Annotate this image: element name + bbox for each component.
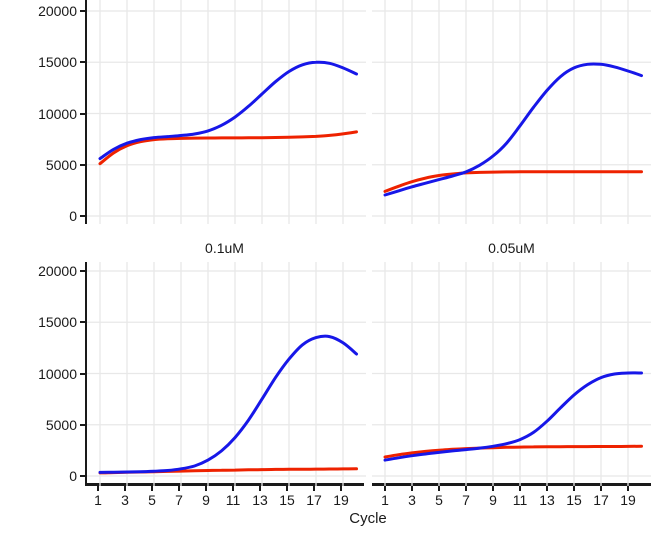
y-tick-mark: [80, 372, 85, 375]
x-tick-mark: [340, 486, 342, 491]
x-tick-mark: [259, 486, 261, 491]
x-tick-mark: [411, 486, 413, 491]
series-line-blue: [98, 60, 358, 161]
y-tick-label: 0: [69, 468, 77, 484]
x-tick-mark: [438, 486, 440, 491]
strip-label-0.1uM: 0.1uM: [205, 240, 244, 256]
x-tick-mark: [573, 486, 575, 491]
x-tick-mark: [286, 486, 288, 491]
series-line-red: [383, 444, 643, 459]
y-tick-mark: [80, 10, 85, 12]
series-line-blue: [383, 371, 643, 462]
panel-plot-area: [372, 262, 651, 486]
x-tick-label: 13: [252, 492, 268, 508]
y-tick-mark: [80, 215, 85, 217]
y-tick-mark: [80, 61, 85, 64]
y-tick-label: 5000: [45, 156, 77, 173]
x-tick-label: 17: [593, 492, 609, 508]
x-tick-label: 17: [306, 492, 322, 508]
x-tick-label: 19: [620, 492, 636, 508]
y-tick-mark: [80, 321, 85, 324]
x-tick-label: 19: [333, 492, 349, 508]
x-tick-mark: [178, 486, 180, 491]
x-axis-title: Cycle: [349, 510, 387, 527]
panel-plot-area: [372, 0, 651, 224]
x-tick-label: 1: [94, 492, 102, 508]
x-tick-mark: [124, 486, 126, 491]
x-tick-label: 3: [121, 492, 129, 508]
x-tick-mark: [205, 486, 207, 491]
y-tick-mark: [80, 270, 85, 272]
series-line-red: [383, 170, 643, 193]
panel-plot-area: [87, 0, 366, 224]
x-tick-label: 7: [462, 492, 470, 508]
x-tick-label: 9: [489, 492, 497, 508]
series-line-red: [98, 130, 358, 166]
x-tick-mark: [546, 486, 548, 491]
x-tick-label: 3: [408, 492, 416, 508]
panel-top-left: [85, 0, 366, 224]
x-tick-label: 15: [279, 492, 295, 508]
series-line-blue: [98, 334, 358, 474]
x-tick-mark: [465, 486, 467, 491]
x-tick-label: 1: [381, 492, 389, 508]
y-tick-label: 15000: [38, 314, 77, 331]
x-tick-label: 9: [202, 492, 210, 508]
x-tick-label: 13: [539, 492, 555, 508]
x-tick-mark: [600, 486, 602, 491]
y-tick-label: 10000: [38, 365, 77, 382]
x-tick-mark: [151, 486, 153, 491]
strip-label-0.05uM: 0.05uM: [488, 240, 535, 256]
panel-top-right: [372, 0, 651, 224]
series-line-blue: [383, 62, 643, 197]
y-tick-mark: [80, 423, 85, 426]
y-tick-label: 5000: [45, 416, 77, 433]
x-tick-mark: [384, 486, 386, 491]
x-tick-mark: [519, 486, 521, 491]
y-tick-label: 15000: [38, 54, 77, 71]
x-tick-mark: [627, 486, 629, 491]
x-tick-label: 15: [566, 492, 582, 508]
panel-bottom-left: [85, 262, 366, 486]
x-tick-mark: [313, 486, 315, 491]
x-tick-mark: [97, 486, 99, 491]
x-tick-label: 11: [225, 492, 241, 508]
panel-bottom-right: [372, 262, 651, 486]
y-tick-label: 10000: [38, 105, 77, 122]
x-tick-label: 11: [512, 492, 528, 508]
x-tick-mark: [232, 486, 234, 491]
y-tick-label: 0: [69, 208, 77, 224]
y-tick-mark: [80, 112, 85, 115]
x-tick-label: 5: [148, 492, 156, 508]
y-tick-mark: [80, 475, 85, 477]
x-tick-mark: [492, 486, 494, 491]
panel-plot-area: [87, 262, 366, 486]
x-tick-label: 5: [435, 492, 443, 508]
y-tick-mark: [80, 163, 85, 166]
y-tick-label: 20000: [38, 3, 77, 19]
x-tick-label: 7: [175, 492, 183, 508]
y-tick-label: 20000: [38, 263, 77, 279]
